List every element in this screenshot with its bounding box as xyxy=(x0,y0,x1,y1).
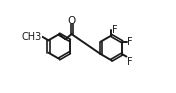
Text: F: F xyxy=(127,37,133,47)
Text: F: F xyxy=(127,57,132,68)
Text: CH3: CH3 xyxy=(22,32,42,42)
Text: O: O xyxy=(67,16,76,26)
Text: F: F xyxy=(112,25,117,35)
